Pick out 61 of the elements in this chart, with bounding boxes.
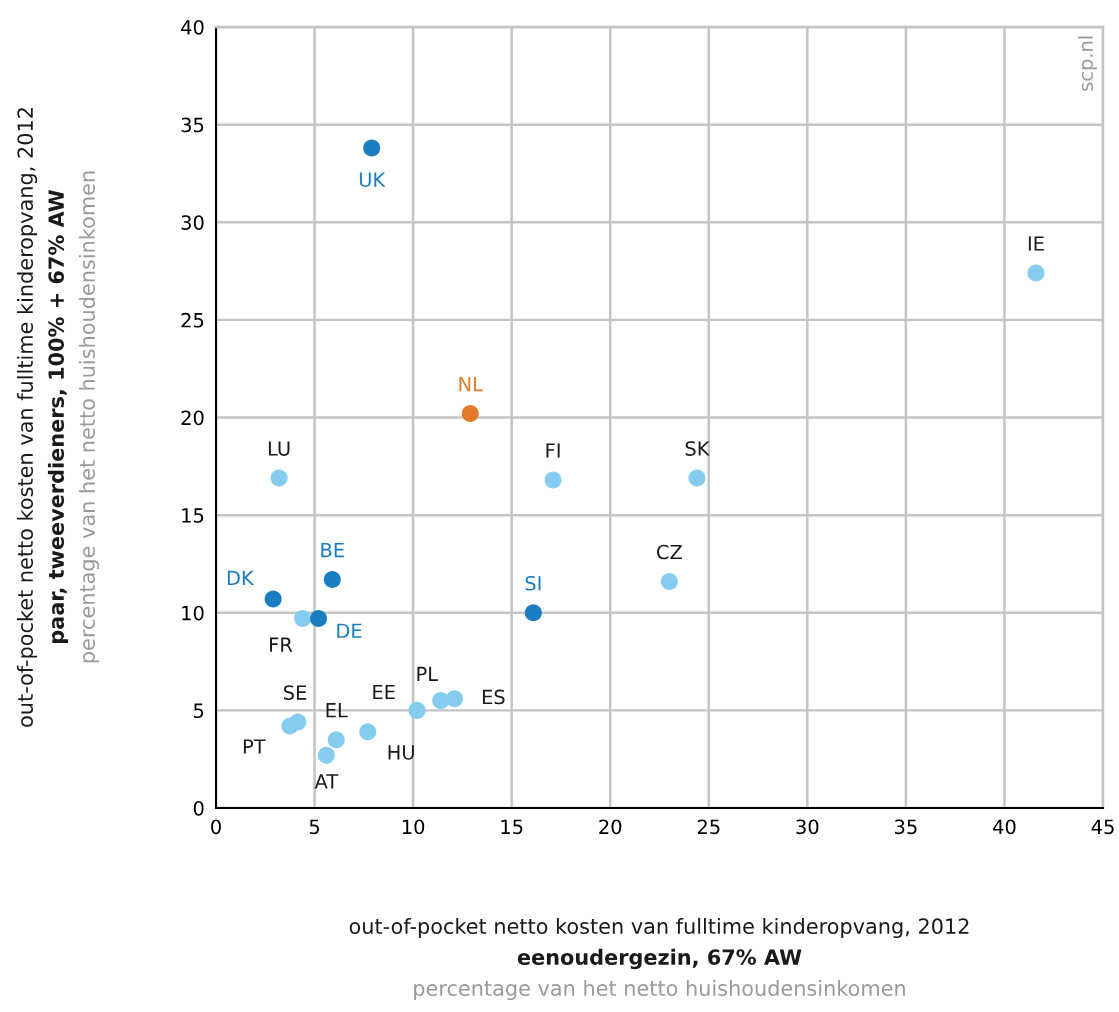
y-tick-label: 10 bbox=[182, 605, 204, 621]
annotation: FR bbox=[270, 637, 293, 652]
annotation: PL bbox=[417, 666, 438, 681]
annotation: PT bbox=[243, 739, 266, 754]
y-tick-label: 40 bbox=[181, 19, 204, 35]
annotation: HU bbox=[388, 745, 414, 760]
point bbox=[1027, 264, 1045, 282]
point bbox=[281, 717, 299, 735]
y-tick-label: 35 bbox=[181, 117, 204, 133]
annotation: DE bbox=[337, 623, 362, 638]
annotation: scp.nl bbox=[1077, 36, 1097, 91]
point bbox=[270, 469, 288, 487]
point bbox=[544, 471, 562, 489]
x-tick-label: 0 bbox=[211, 819, 221, 835]
point bbox=[446, 690, 464, 708]
y-axis-title: out-of-pocket netto kosten van fulltime kinderopvang, 2012 paar, tweeverdieners, 100% + 67% AW percentage van het netto huishoudensinkomen bbox=[16, 108, 100, 727]
annotation: SE bbox=[283, 685, 307, 700]
annotation: BE bbox=[321, 542, 344, 558]
x-tick-label: 10 bbox=[402, 819, 425, 835]
y-tick-label: 20 bbox=[181, 410, 204, 426]
point bbox=[359, 723, 377, 741]
annotation: DK bbox=[227, 570, 255, 585]
point bbox=[524, 604, 542, 622]
point bbox=[461, 405, 479, 423]
point bbox=[363, 139, 381, 157]
y-tick-label: 30 bbox=[181, 215, 204, 230]
y-tick-label: 5 bbox=[194, 703, 204, 719]
annotation: UK bbox=[359, 172, 386, 188]
annotation: AT bbox=[314, 774, 339, 789]
point bbox=[323, 571, 341, 589]
x-axis-title: out-of-pocket netto kosten van fulltime kinderopvang, 2012 eenoudergezin, 67% AW percentage van het netto huishoudensinkomen bbox=[349, 917, 969, 1001]
annotation: ES bbox=[482, 689, 505, 705]
x-tick-label: 15 bbox=[501, 819, 523, 835]
annotation: LU bbox=[268, 441, 290, 456]
annotation: NL bbox=[459, 377, 483, 392]
x-tick-label: 30 bbox=[796, 819, 819, 835]
x-tick-label: 35 bbox=[895, 819, 917, 835]
point bbox=[294, 610, 312, 628]
annotation: CZ bbox=[657, 544, 682, 560]
point bbox=[660, 573, 678, 591]
point bbox=[264, 590, 282, 608]
annotation: SI bbox=[525, 575, 541, 591]
point bbox=[408, 701, 426, 719]
point bbox=[317, 746, 335, 764]
annotation: EE bbox=[373, 684, 395, 700]
x-tick-label: 40 bbox=[993, 819, 1016, 835]
point bbox=[688, 469, 706, 487]
point bbox=[432, 692, 450, 710]
point bbox=[327, 731, 345, 749]
annotation: EL bbox=[326, 703, 348, 718]
annotation: IE bbox=[1028, 236, 1044, 251]
annotation: SK bbox=[685, 441, 710, 456]
y-tick-label: 0 bbox=[193, 800, 204, 816]
y-tick-label: 25 bbox=[181, 312, 204, 328]
y-tick-label: 15 bbox=[182, 508, 204, 523]
point bbox=[309, 610, 327, 628]
x-tick-label: 20 bbox=[599, 819, 622, 835]
x-tick-label: 5 bbox=[309, 819, 320, 835]
x-tick-label: 45 bbox=[1091, 819, 1114, 835]
annotation: FI bbox=[546, 443, 560, 458]
x-tick-label: 25 bbox=[697, 819, 720, 835]
